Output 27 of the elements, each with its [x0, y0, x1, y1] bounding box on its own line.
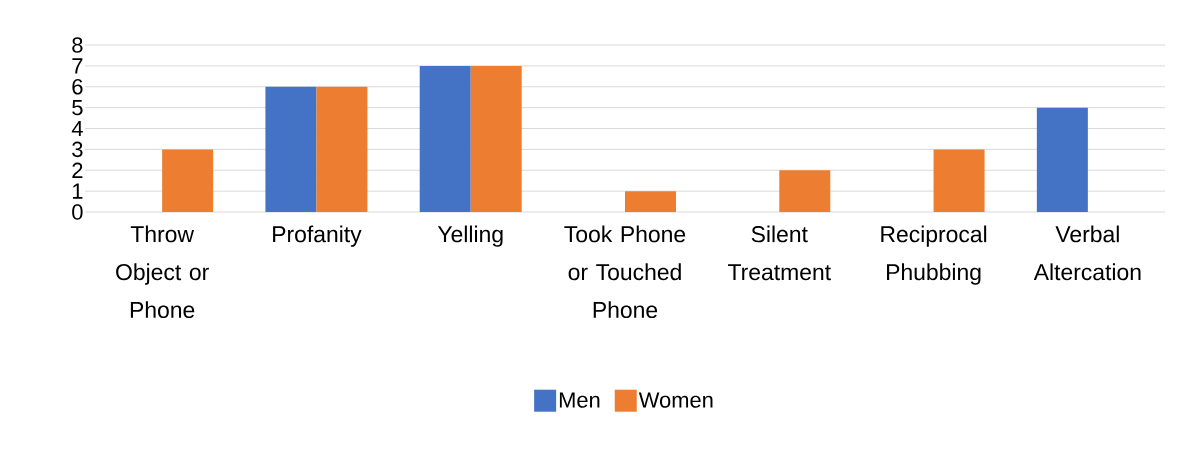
x-tick-label: Reciprocal Phubbing [881, 225, 987, 285]
y-tick-label: 4 [71, 120, 83, 137]
y-tick-label: 7 [72, 58, 83, 74]
bar [625, 191, 676, 212]
y-tick-label: 1 [72, 183, 83, 199]
x-tick-label: Verbal Altercation [1033, 225, 1141, 281]
y-tick-label: 6 [72, 78, 83, 95]
x-tick-label: Throw Object or Phone [116, 225, 209, 319]
bar [162, 149, 214, 212]
bar [1036, 107, 1088, 212]
x-tick-label: Yelling [437, 225, 503, 247]
bar [316, 86, 368, 212]
x-tick-label: Profanity [273, 225, 362, 247]
y-tick-label: 5 [72, 99, 83, 116]
bar [419, 65, 471, 212]
bar [470, 65, 522, 212]
bar [265, 86, 317, 212]
bar [933, 149, 985, 212]
legend-label: Women [638, 392, 713, 408]
y-tick-label: 3 [72, 141, 83, 158]
bar [779, 170, 831, 212]
x-tick-label: Silent Treatment [728, 225, 831, 281]
y-tick-label: 2 [72, 162, 83, 178]
legend-label: Men [559, 392, 600, 408]
y-tick-label: 8 [72, 37, 83, 53]
y-tick-label: 0 [72, 204, 83, 220]
x-tick-label: Took Phone or Touched Phone [564, 225, 686, 319]
